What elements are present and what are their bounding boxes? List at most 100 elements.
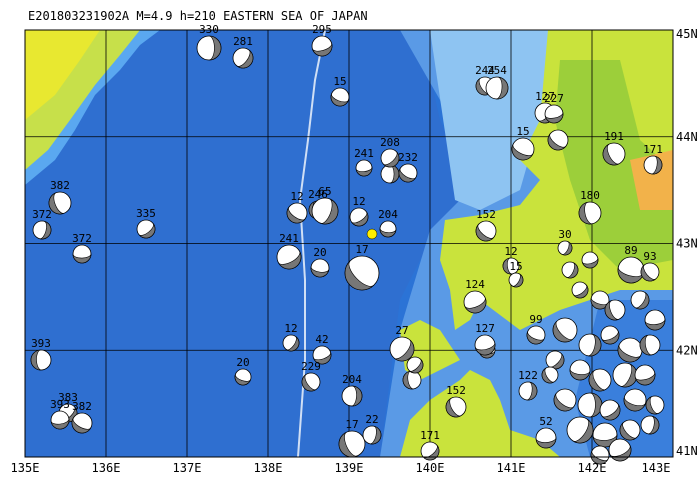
depth-label: 191 — [604, 130, 624, 143]
compression-quadrant — [379, 228, 397, 238]
compression-quadrant — [561, 241, 573, 256]
compression-quadrant — [639, 334, 652, 356]
depth-label: 20 — [313, 246, 326, 259]
focal-mechanism: 12 — [282, 322, 300, 352]
depth-label: 124 — [465, 278, 485, 291]
depth-label: 12 — [504, 245, 517, 258]
compression-quadrant — [71, 418, 92, 434]
focal-mechanism: 171 — [643, 143, 663, 175]
focal-mechanism: 12 — [502, 245, 520, 275]
compression-quadrant — [30, 349, 42, 371]
compression-quadrant — [445, 397, 461, 418]
focal-mechanism: 93 — [640, 250, 660, 282]
longitude-label: 143E — [642, 461, 671, 475]
depth-label: 20 — [236, 356, 249, 369]
compression-quadrant — [602, 143, 620, 166]
compression-quadrant — [590, 450, 609, 465]
depth-label: 180 — [580, 189, 600, 202]
focal-mechanism: 17 — [338, 418, 366, 458]
longitude-label: 136E — [92, 461, 121, 475]
compression-quadrant — [635, 292, 650, 310]
longitude-label: 140E — [416, 461, 445, 475]
compression-quadrant — [208, 35, 222, 61]
focal-mechanism — [545, 350, 565, 370]
latitude-label: 44N — [676, 130, 697, 144]
focal-mechanism — [623, 388, 647, 412]
depth-label: 15 — [516, 125, 529, 138]
focal-mechanism — [581, 251, 599, 269]
compression-quadrant — [535, 437, 557, 449]
focal-mechanism: 15 — [511, 125, 535, 161]
focal-mechanism: 127 — [474, 322, 496, 356]
focal-mechanism: 17 — [344, 243, 380, 291]
focal-mechanism — [577, 392, 603, 418]
focal-mechanism: 204 — [378, 208, 398, 238]
focal-mechanism: 191 — [602, 130, 626, 166]
longitude-label: 141E — [497, 461, 526, 475]
focal-mechanism — [380, 164, 400, 184]
depth-label: 227 — [544, 92, 564, 105]
focal-mechanism: 171 — [420, 429, 440, 461]
depth-label: 383 — [58, 391, 78, 404]
focal-mechanism: 65 — [311, 185, 339, 225]
focal-mechanism: 335 — [136, 207, 156, 239]
compression-quadrant — [511, 144, 534, 161]
focal-mechanism: 372 — [32, 208, 52, 240]
focal-mechanism: 227 — [544, 92, 564, 124]
longitude-label: 135E — [11, 461, 40, 475]
depth-label: 27 — [395, 324, 408, 337]
compression-quadrant — [604, 300, 619, 321]
depth-label: 246 — [308, 188, 328, 201]
depth-label: 372 — [32, 208, 52, 221]
focal-mechanism — [645, 395, 665, 415]
compression-quadrant — [502, 257, 513, 275]
focal-mechanism — [600, 325, 620, 345]
compression-quadrant — [547, 133, 567, 151]
depth-label: 382 — [72, 400, 92, 413]
depth-label: 22 — [365, 413, 378, 426]
focal-mechanism — [561, 261, 579, 279]
focal-mechanism — [640, 415, 660, 435]
focal-mechanism: 20 — [310, 246, 330, 278]
focal-mechanism — [590, 445, 610, 465]
compression-quadrant — [278, 251, 302, 270]
focal-mechanism: 15 — [330, 75, 350, 107]
focal-mechanism: 30 — [557, 228, 573, 256]
focal-mechanism: 99 — [526, 313, 546, 345]
depth-label: 30 — [558, 228, 571, 241]
focal-mechanism: 22 — [362, 413, 382, 445]
compression-quadrant — [138, 223, 156, 239]
depth-label: 229 — [301, 360, 321, 373]
depth-label: 232 — [398, 151, 418, 164]
compression-quadrant — [236, 49, 254, 69]
focal-mechanism: 12 — [286, 190, 308, 224]
depth-label: 89 — [624, 244, 637, 257]
focal-mechanism — [617, 337, 643, 363]
focal-mechanism: 372 — [72, 232, 92, 264]
focal-mechanism: 152 — [445, 384, 467, 418]
depth-label: 15 — [509, 260, 522, 273]
depth-label: 12 — [352, 195, 365, 208]
plate-boundary — [297, 30, 326, 457]
longitude-label: 139E — [335, 461, 364, 475]
focal-mechanism: 330 — [196, 23, 222, 61]
focal-mechanism — [541, 366, 559, 384]
compression-quadrant — [553, 393, 574, 412]
focal-mechanism — [588, 368, 612, 392]
depth-label: 12 — [290, 190, 303, 203]
focal-mechanism: 393 — [50, 398, 70, 430]
focal-mechanism — [612, 362, 638, 388]
focal-mechanism — [619, 419, 641, 441]
focal-mechanism: 382 — [71, 400, 93, 434]
focal-mechanism — [578, 333, 602, 357]
focal-mechanism — [571, 281, 589, 299]
depth-label: 42 — [315, 333, 328, 346]
land — [400, 370, 560, 457]
focal-mechanism — [634, 364, 656, 386]
depth-label: 99 — [529, 313, 542, 326]
depth-label: 17 — [355, 243, 368, 256]
latitude-label: 45N — [676, 27, 697, 41]
compression-quadrant — [464, 297, 487, 314]
longitude-label: 137E — [173, 461, 202, 475]
